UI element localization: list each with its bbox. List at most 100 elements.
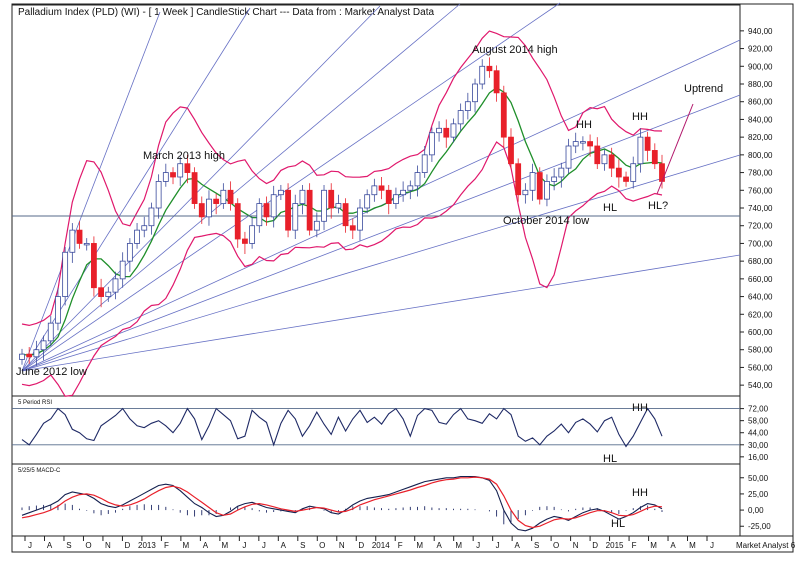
macd-annotation-hh: HH [632, 487, 648, 499]
fan-line [21, 2, 561, 372]
candle-body [263, 203, 270, 218]
x-tick-label: A [670, 541, 676, 550]
candle-body [472, 83, 478, 103]
candle-body [335, 203, 342, 209]
macd-y-tick-label: 25,00 [748, 490, 769, 499]
candle-body [105, 291, 112, 297]
candle-body [565, 145, 572, 169]
rsi-title: 5 Period RSI [18, 400, 52, 406]
candle-body [587, 141, 593, 147]
candle-body [313, 220, 320, 231]
price-y-tick-label: 900,00 [748, 62, 773, 71]
candle-body [306, 189, 313, 231]
candle-body [364, 194, 371, 209]
x-tick-label: A [281, 541, 287, 550]
annotation-hl: HL [603, 202, 617, 214]
candle-body [572, 141, 579, 147]
candle-body [522, 189, 529, 196]
candle-body [328, 189, 335, 209]
candle-body [134, 229, 140, 244]
fan-line [21, 3, 461, 372]
x-tick-label: D [125, 541, 131, 550]
candle-body [659, 163, 665, 182]
candle-body [206, 198, 212, 218]
price-y-tick-label: 760,00 [748, 186, 773, 195]
annotation-hh-1: HH [576, 119, 592, 131]
uptrend-arrow-line [656, 103, 694, 195]
candle-body [98, 287, 105, 297]
x-tick-label: M [416, 541, 423, 550]
macd-signal-line [21, 476, 663, 529]
candle-body [19, 353, 25, 360]
candle-body [486, 65, 493, 72]
annotation-hl-question: HL? [648, 200, 668, 212]
x-tick-label: N [339, 541, 345, 550]
x-tick-label: S [66, 541, 71, 550]
rsi-y-tick-label: 72,00 [748, 405, 769, 414]
candle-body [579, 141, 586, 144]
candle-body [321, 189, 327, 222]
candle-body [126, 243, 133, 262]
annotation-october-2014-low: October 2014 low [503, 215, 589, 227]
rsi-line [21, 407, 663, 448]
candle-body [155, 181, 162, 209]
price-y-tick-label: 840,00 [748, 115, 773, 124]
candle-body [242, 238, 248, 244]
price-y-tick-label: 660,00 [748, 275, 773, 284]
x-tick-label: 2013 [138, 541, 156, 550]
bollinger-upper [21, 30, 663, 327]
x-tick-label: O [553, 541, 559, 550]
price-y-axis: 940,00 920,00 900,00 880,00 860,00 840,00 820,… [740, 27, 773, 390]
candle-body [371, 185, 378, 196]
candle-body [249, 225, 256, 244]
candle-body [191, 172, 198, 204]
candle-body [457, 110, 464, 125]
candle-body [162, 172, 169, 182]
candle-body [551, 176, 558, 182]
x-tick-label: A [203, 541, 209, 550]
candle-body [400, 189, 407, 196]
x-axis: J A S O N D 2013 F M A M J J A S O N D 2014 F M A M J J A S O N D 2015… [24, 536, 796, 550]
rsi-annotation-hl: HL [603, 453, 617, 465]
rsi-y-tick-label: 16,00 [748, 453, 769, 462]
candle-body [615, 167, 622, 178]
x-tick-label: D [358, 541, 364, 550]
macd-annotation-hl: HL [611, 518, 625, 530]
candle-body [493, 70, 500, 94]
candle-body [443, 127, 450, 138]
candle-body [393, 194, 399, 204]
candle-body [378, 185, 385, 191]
candle-body [421, 154, 428, 173]
candle-body [76, 229, 83, 244]
x-tick-label: 2015 [606, 541, 624, 550]
x-tick-label: A [437, 541, 443, 550]
x-tick-label: J [496, 541, 500, 550]
price-y-tick-label: 740,00 [748, 204, 773, 213]
price-y-tick-label: 860,00 [748, 98, 773, 107]
moving-average [21, 86, 663, 357]
candle-body [536, 172, 543, 200]
macd-plot: 50,00 25,00 0,00 -25,00 [21, 474, 771, 532]
candle-body [270, 194, 277, 218]
candle-body [47, 322, 54, 342]
price-y-tick-label: 600,00 [748, 328, 773, 337]
candle-body [651, 150, 658, 165]
x-tick-label: J [262, 541, 266, 550]
x-tick-label: J [28, 541, 32, 550]
fan-line [21, 254, 741, 372]
candle-body [349, 225, 356, 231]
x-tick-label: M [455, 541, 462, 550]
x-tick-label: J [710, 541, 714, 550]
candle-body [292, 203, 299, 231]
candle-body [62, 251, 69, 297]
annotation-august-2014-high: August 2014 high [472, 44, 558, 56]
candle-body [256, 203, 263, 227]
candle-body [33, 349, 40, 358]
x-tick-label: O [319, 541, 325, 550]
rsi-plot: 72,00 58,00 44,00 30,00 16,00 [12, 405, 769, 462]
candle-body [227, 189, 234, 204]
candle-body [508, 136, 514, 165]
candle-body [436, 127, 442, 134]
macd-y-tick-label: 50,00 [748, 474, 769, 483]
